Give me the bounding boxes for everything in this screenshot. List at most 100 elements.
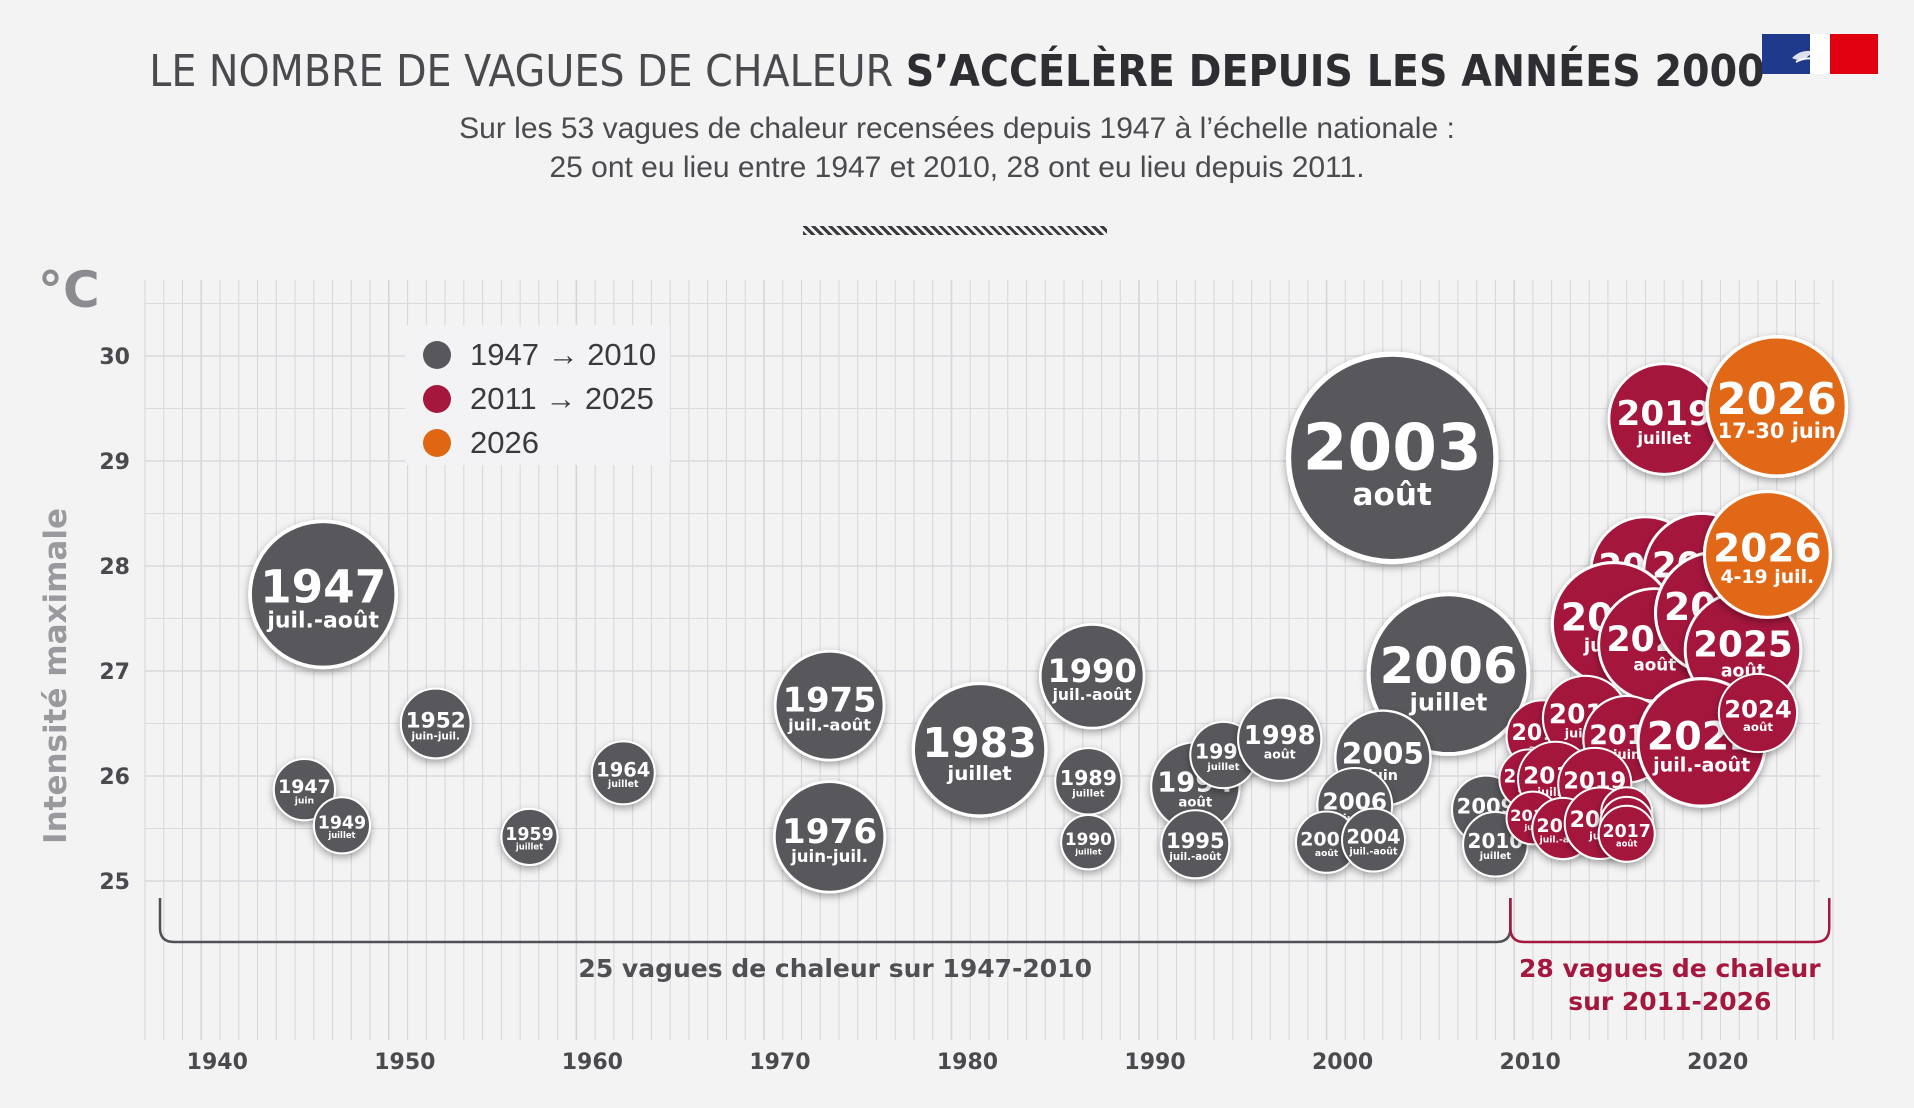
bubble-period-label: juil.-août: [787, 715, 871, 734]
bubble-circle: [773, 649, 886, 762]
bubble-period-label: juillet: [1409, 689, 1488, 717]
x-tick-label: 1950: [374, 1050, 435, 1075]
bubble-period-label: juil.-août: [1652, 754, 1750, 777]
bubble-period-label: juil.-août: [1052, 686, 1133, 704]
bubble-period-label: juillet: [327, 830, 355, 840]
bubble-period-label: août: [1315, 848, 1339, 859]
bubble-circle: [1039, 623, 1146, 730]
subtitle-line-2: 25 ont eu lieu entre 1947 et 2010, 28 on…: [549, 151, 1365, 184]
x-tick-label: 1990: [1124, 1050, 1185, 1075]
bubbles: 1947juil.-août1952juin-juil.1947juin1949…: [248, 334, 1849, 894]
x-tick-label: 1960: [562, 1050, 623, 1075]
y-axis-label: Intensité maximale: [38, 508, 74, 844]
bubble-circle: [248, 519, 399, 670]
bracket-label: sur 2011-2026: [1568, 987, 1771, 1016]
x-tick-label: 2000: [1312, 1050, 1373, 1075]
bubble-circle: [1060, 813, 1117, 871]
bubble-circle: [1341, 807, 1406, 873]
title-bold-part: S’ACCÉLÈRE DEPUIS LES ANNÉES 2000: [905, 46, 1765, 97]
x-tick-label: 2010: [1500, 1050, 1561, 1075]
bubble-circle: [399, 687, 472, 760]
bubble-year-label: 2001: [1300, 829, 1353, 851]
bubble-year-label: 1947: [278, 776, 331, 798]
bubble-year-label: 2024: [1724, 694, 1791, 723]
x-tick-label: 1970: [749, 1050, 810, 1075]
bubble-year-label: 1990: [1065, 829, 1112, 849]
bubble-period-label: juillet: [1206, 762, 1239, 773]
bubble-year-label: 2004: [1346, 826, 1400, 849]
bubble-year-label: 1975: [783, 681, 877, 720]
bubble-circle: [911, 681, 1048, 818]
bubble-year-label: 1998: [1244, 721, 1316, 751]
title-light-part: LE NOMBRE DE VAGUES DE CHALEUR: [149, 46, 906, 97]
bubble-year-label: 2006: [1380, 637, 1518, 695]
bubble-period-label: juin-juil.: [790, 847, 868, 866]
bubble-period-label: juil.-août: [1349, 846, 1398, 857]
period-brackets: 25 vagues de chaleur sur 1947-2010 28 vag…: [158, 898, 1831, 1016]
bubble-period-label: juillet: [1071, 788, 1104, 799]
bubble-year-label: 2026: [1717, 375, 1837, 425]
bubble-year-label: 1989: [1060, 766, 1117, 790]
bubble-year-label: 1952: [406, 708, 466, 733]
bubble-circle: [1160, 809, 1231, 880]
bubble-year-label: 1983: [922, 719, 1036, 767]
bracket-label: 28 vagues de chaleur: [1519, 954, 1821, 983]
bubble-circle: [500, 807, 559, 866]
bubble-circle: [272, 758, 337, 822]
bubble-period-label: 4-19 juil.: [1720, 566, 1814, 588]
bubble-period-label: août: [1264, 746, 1296, 761]
bracket-label: 25 vagues de chaleur sur 1947-2010: [578, 954, 1092, 983]
bubble-period-label: juin: [294, 796, 314, 807]
bubble-period-label: août: [1633, 654, 1676, 674]
bubble-period-label: juin-juil.: [410, 730, 459, 742]
bubble-circle: [312, 796, 371, 855]
bubble-circle: [1705, 334, 1849, 478]
y-tick-label: 26: [99, 765, 130, 790]
bubble-period-label: juillet: [946, 762, 1012, 785]
bubble-period-label: août: [1743, 720, 1773, 734]
bubble-year-label: 1995: [1166, 828, 1225, 853]
bubble-year-label: 1964: [596, 758, 650, 781]
bubble-period-label: 17-30 juin: [1718, 419, 1836, 443]
bubble-period-label: juil.-août: [266, 609, 379, 634]
y-axis-unit: °C: [38, 261, 100, 319]
legend-label: 2011 → 2025: [470, 381, 654, 416]
bubble-year-label: 2019: [1617, 394, 1712, 434]
republique-francaise-logo: [1762, 34, 1878, 74]
legend-swatch: [423, 429, 451, 457]
bubble-circle: [1597, 804, 1656, 863]
bubble-circle: [1702, 489, 1832, 619]
legend: 1947 → 2010 2011 → 2025 2026: [405, 325, 670, 465]
period-bracket: [1509, 898, 1831, 944]
bubble-year-label: 1976: [782, 812, 877, 852]
bubble-period-label: août: [1353, 477, 1433, 513]
x-tick-label: 1980: [937, 1050, 998, 1075]
bubble-period-label: juillet: [1074, 847, 1102, 857]
legend-swatch: [423, 341, 451, 369]
legend-swatch: [423, 385, 451, 413]
bubble-year-label: 1990: [1047, 652, 1136, 690]
subtitle-line-1: Sur les 53 vagues de chaleur recensées d…: [459, 112, 1455, 145]
bubble-circle: [1237, 696, 1323, 782]
bubble-period-label: juillet: [515, 842, 543, 852]
y-tick-label: 27: [99, 660, 130, 685]
